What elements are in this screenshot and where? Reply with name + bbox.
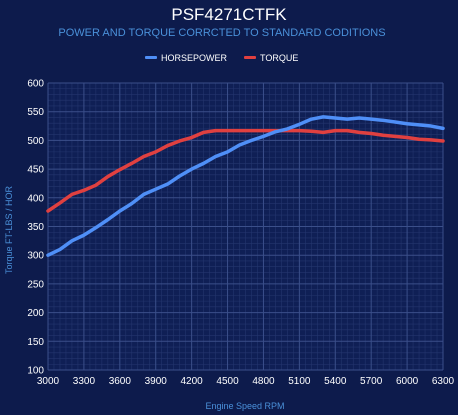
y-tick-label: 400 (27, 193, 44, 204)
legend-item-horsepower[interactable]: HORSEPOWER (145, 53, 228, 63)
y-tick-label: 200 (27, 308, 44, 319)
x-tick-label: 5700 (360, 376, 383, 387)
chart-subtitle: POWER AND TORQUE CORRCTED TO STANDARD CO… (58, 27, 385, 39)
series-line-torque[interactable] (46, 128, 445, 213)
y-tick-label: 250 (27, 279, 44, 290)
legend-swatch-horsepower (145, 56, 157, 59)
x-tick-label: 6000 (396, 376, 419, 387)
legend-label-horsepower: HORSEPOWER (161, 53, 228, 63)
legend-swatch-torque (244, 56, 256, 59)
y-tick-label: 150 (27, 337, 44, 348)
x-tick-label: 6300 (432, 376, 455, 387)
x-tick-label: 3300 (73, 376, 96, 387)
y-axis-label: Torque FT-LBS / HOR (4, 185, 14, 274)
x-tick-label: 4800 (252, 376, 275, 387)
series-layer (46, 115, 445, 257)
legend-label-torque: TORQUE (260, 53, 298, 63)
series-line-horsepower[interactable] (46, 115, 445, 257)
y-tick-label: 350 (27, 222, 44, 233)
x-tick-label: 3900 (145, 376, 168, 387)
tick-labels: 3000 3300 3600 3900 4200 4500 4800 5100 5400 5700… (27, 79, 454, 388)
y-tick-label: 300 (27, 251, 44, 262)
x-tick-label: 3000 (37, 376, 60, 387)
x-tick-label: 4500 (216, 376, 239, 387)
y-tick-label: 500 (27, 136, 44, 147)
y-tick-label: 450 (27, 165, 44, 176)
chart-title: PSF4271CTFK (171, 5, 287, 24)
y-tick-label: 100 (27, 366, 44, 377)
legend: HORSEPOWER TORQUE (145, 53, 298, 63)
y-tick-label: 550 (27, 107, 44, 118)
x-axis-label: Engine Speed RPM (205, 401, 284, 411)
y-tick-label: 600 (27, 79, 44, 90)
legend-item-torque[interactable]: TORQUE (244, 53, 298, 63)
x-tick-label: 5400 (324, 376, 347, 387)
x-tick-label: 4200 (181, 376, 204, 387)
x-tick-label: 5100 (288, 376, 311, 387)
x-tick-label: 3600 (109, 376, 132, 387)
